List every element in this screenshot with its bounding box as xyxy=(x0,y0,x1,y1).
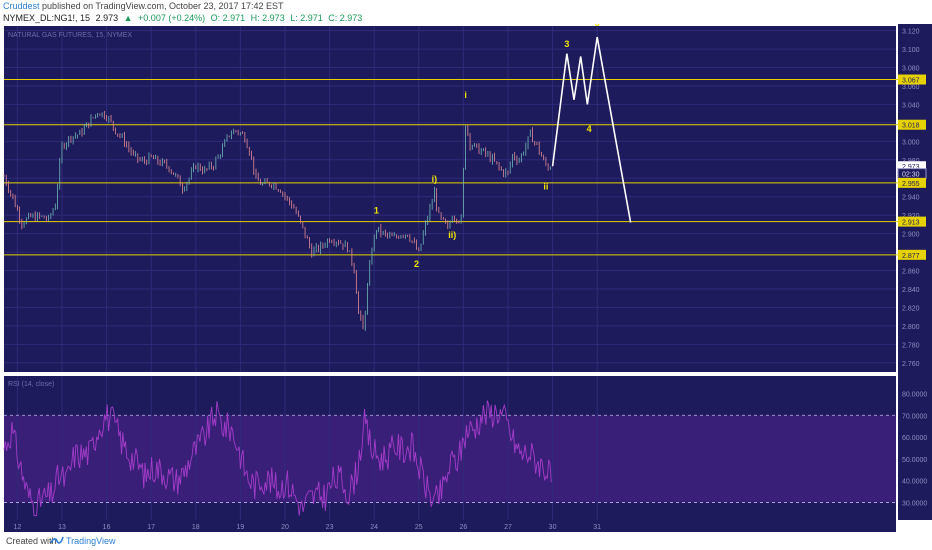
price-tick-label: 3.120 xyxy=(902,29,920,36)
rsi-tick-label: 40.0000 xyxy=(902,479,927,486)
price-tick-label: 3.060 xyxy=(902,84,920,91)
price-chart[interactable]: 3.1203.1003.0803.0603.0403.0203.0002.980… xyxy=(0,24,932,532)
price-label: 2.877 xyxy=(902,253,920,260)
wave-label: ii) xyxy=(448,230,456,240)
time-tick-label: 25 xyxy=(415,524,423,531)
wave-label: 5 xyxy=(595,24,600,28)
price-label-box xyxy=(898,177,926,188)
price-label: 2.913 xyxy=(902,220,920,227)
price-label-box xyxy=(898,161,926,172)
price-tick-label: 2.940 xyxy=(902,195,920,202)
time-tick-label: 13 xyxy=(58,524,66,531)
price-label: 02:30 xyxy=(902,172,920,179)
wave-label: 1 xyxy=(374,205,379,215)
wave-label: 4 xyxy=(587,124,592,134)
price-tick-label: 2.820 xyxy=(902,305,920,312)
time-tick-label: 27 xyxy=(504,524,512,531)
wave-label: 3 xyxy=(564,39,569,49)
close-value: C: 2.973 xyxy=(328,13,363,23)
time-tick-label: 18 xyxy=(192,524,200,531)
rsi-title: RSI (14, close) xyxy=(8,381,54,388)
time-tick-label: 16 xyxy=(103,524,111,531)
price-tick-label: 2.760 xyxy=(902,361,920,368)
publish-info: Cruddest published on TradingView.com, O… xyxy=(3,0,284,12)
price-label-box xyxy=(898,216,926,227)
time-tick-label: 20 xyxy=(281,524,289,531)
rsi-tick-label: 50.0000 xyxy=(902,457,927,464)
time-tick-label: 17 xyxy=(147,524,155,531)
footer: Created with TradingView xyxy=(0,532,932,550)
price-tick-label: 3.040 xyxy=(902,102,920,109)
open-value: O: 2.971 xyxy=(210,13,246,23)
candles xyxy=(3,110,551,331)
last-price: 2.973 xyxy=(95,13,119,23)
time-tick-label: 30 xyxy=(549,524,557,531)
price-label: 2.955 xyxy=(902,181,920,188)
price-tick-label: 2.800 xyxy=(902,324,920,331)
publish-text: published on TradingView.com, October 23… xyxy=(42,1,284,11)
price-tick-label: 3.080 xyxy=(902,66,920,73)
price-change: +0.007 (+0.24%) xyxy=(138,13,206,23)
wave-label: ii xyxy=(543,181,548,191)
price-tick-label: 3.100 xyxy=(902,47,920,54)
low-value: L: 2.971 xyxy=(290,13,323,23)
price-label: 2.973 xyxy=(902,164,920,171)
time-tick-label: 26 xyxy=(459,524,467,531)
price-tick-label: 2.860 xyxy=(902,269,920,276)
wave-label: 2 xyxy=(414,259,419,269)
price-label-box xyxy=(898,249,926,260)
time-axis-bg xyxy=(4,520,896,532)
rsi-line xyxy=(3,400,552,517)
time-tick-label: 12 xyxy=(13,524,21,531)
price-label: 3.018 xyxy=(902,123,920,130)
wave-label: i xyxy=(464,90,467,100)
price-tick-label: 2.780 xyxy=(902,342,920,349)
symbol-label: NYMEX_DL:NG1!, 15 xyxy=(3,13,91,23)
tradingview-link[interactable]: TradingView xyxy=(66,536,116,546)
rsi-tick-label: 70.0000 xyxy=(902,413,927,420)
price-label-box xyxy=(898,74,926,85)
high-value: H: 2.973 xyxy=(250,13,285,23)
rsi-tick-label: 80.0000 xyxy=(902,391,927,398)
up-arrow-icon: ▲ xyxy=(123,13,133,23)
time-tick-label: 23 xyxy=(326,524,334,531)
author-link[interactable]: Cruddest xyxy=(3,1,40,11)
created-with-text: Created with xyxy=(6,536,57,546)
price-tick-label: 2.840 xyxy=(902,287,920,294)
price-label: 3.067 xyxy=(902,78,920,85)
ohlc-bar: NYMEX_DL:NG1!, 15 2.973 ▲ +0.007 (+0.24%… xyxy=(3,12,365,24)
price-tick-label: 3.000 xyxy=(902,139,920,146)
time-tick-label: 24 xyxy=(370,524,378,531)
rsi-tick-label: 60.0000 xyxy=(902,435,927,442)
price-pane xyxy=(4,26,896,372)
tradingview-logo-icon xyxy=(50,536,64,544)
rsi-tick-label: 30.0000 xyxy=(902,501,927,508)
rsi-band xyxy=(4,415,896,503)
time-tick-label: 31 xyxy=(593,524,601,531)
wave-label: i) xyxy=(432,174,438,184)
price-label-box xyxy=(898,119,926,130)
chart-title: NATURAL GAS FUTURES, 15, NYMEX xyxy=(8,32,132,39)
time-tick-label: 19 xyxy=(236,524,244,531)
price-tick-label: 2.900 xyxy=(902,232,920,239)
grid-lines xyxy=(4,26,896,520)
price-axis-bg xyxy=(898,24,932,520)
elliott-projection-line xyxy=(551,36,632,223)
